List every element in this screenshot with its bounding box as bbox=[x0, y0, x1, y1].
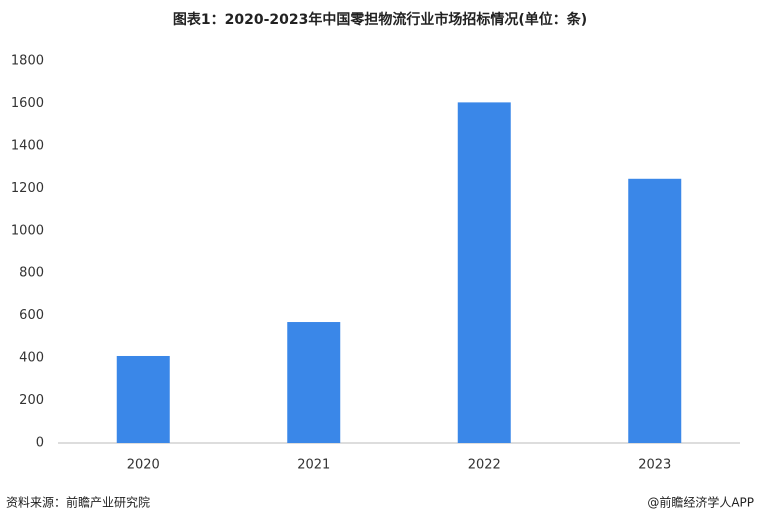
source: 资料来源：前瞻产业研究院 bbox=[6, 495, 150, 510]
y-tick-label: 1000 bbox=[11, 223, 44, 238]
chart-title: 图表1：2020-2023年中国零担物流行业市场招标情况(单位：条) bbox=[173, 11, 587, 28]
y-tick-label: 400 bbox=[19, 351, 44, 366]
x-tick-label: 2020 bbox=[127, 458, 160, 473]
y-tick-label: 1600 bbox=[11, 96, 44, 111]
y-tick-label: 1400 bbox=[11, 138, 44, 153]
bar bbox=[116, 355, 170, 443]
bar bbox=[628, 178, 682, 444]
y-tick-label: 1800 bbox=[11, 54, 44, 69]
y-tick-label: 0 bbox=[36, 436, 44, 451]
x-tick-label: 2021 bbox=[297, 458, 330, 473]
bar bbox=[287, 322, 341, 443]
y-tick-label: 200 bbox=[19, 393, 44, 408]
bar bbox=[457, 102, 511, 443]
y-tick-label: 800 bbox=[19, 266, 44, 281]
y-tick-label: 1200 bbox=[11, 181, 44, 196]
x-tick-label: 2022 bbox=[468, 458, 501, 473]
credit: @前瞻经济学人APP bbox=[647, 495, 754, 510]
x-tick-label: 2023 bbox=[638, 458, 671, 473]
y-tick-label: 600 bbox=[19, 308, 44, 323]
